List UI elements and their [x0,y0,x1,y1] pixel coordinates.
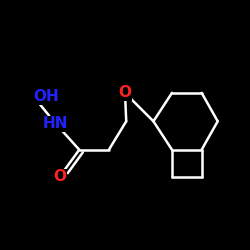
Text: O: O [53,170,66,184]
Text: OH: OH [34,89,59,104]
Text: HN: HN [43,116,68,131]
Text: O: O [118,85,132,100]
